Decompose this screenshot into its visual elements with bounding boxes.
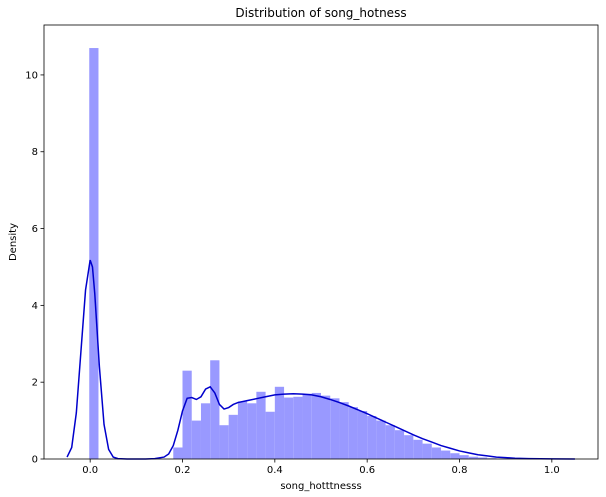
histogram-bar-34	[477, 457, 488, 459]
histogram-bar-33	[468, 456, 478, 459]
histogram-bar-0	[89, 48, 99, 459]
histogram-bar-22	[367, 415, 377, 459]
histogram-bar-18	[330, 398, 340, 459]
y-axis-ticks: 0 2 4 6 8 10	[25, 70, 44, 466]
histogram-bar-23	[376, 420, 386, 459]
histogram-bar-14	[293, 396, 303, 459]
y-tick-label: 2	[32, 378, 38, 389]
histogram-bar-32	[459, 455, 469, 459]
histogram-bar-15	[302, 393, 312, 459]
histogram-bar-26	[404, 435, 414, 459]
x-axis-label: song_hotttnesss	[280, 481, 361, 492]
histogram-bar-31	[450, 453, 460, 459]
histogram-bar-3	[191, 420, 201, 459]
histogram-bar-11	[265, 411, 275, 459]
histogram-bar-2	[182, 370, 192, 459]
y-tick-label: 10	[25, 70, 38, 81]
histogram-bar-16	[311, 392, 321, 459]
histogram-bar-17	[321, 395, 331, 459]
histogram-bar-27	[413, 439, 423, 459]
histogram-bar-10	[256, 391, 266, 459]
histogram-bar-25	[394, 430, 405, 459]
chart-title: Distribution of song_hotness	[235, 6, 406, 20]
x-tick-label: 0.2	[175, 465, 191, 476]
histogram-bar-30	[441, 450, 451, 459]
histogram-bar-1	[173, 447, 183, 459]
histogram-bar-29	[431, 447, 442, 459]
y-tick-label: 0	[32, 455, 38, 466]
x-tick-label: 0.8	[452, 465, 468, 476]
histogram-bars	[89, 48, 506, 459]
x-tick-label: 0.4	[267, 465, 283, 476]
y-tick-label: 8	[32, 147, 38, 158]
histogram-bar-24	[385, 425, 395, 459]
histogram-bar-7	[228, 414, 238, 459]
histogram-bar-13	[284, 397, 294, 459]
x-tick-label: 1.0	[544, 465, 560, 476]
histogram-bar-5	[210, 360, 220, 459]
histogram-bar-8	[237, 401, 248, 459]
histogram-bar-9	[247, 403, 257, 459]
histogram-bar-20	[348, 407, 358, 459]
histogram-bar-4	[200, 403, 211, 459]
histogram-bar-19	[339, 402, 349, 459]
plot-area	[44, 25, 598, 459]
histogram-bar-28	[422, 443, 432, 459]
histogram-bar-6	[219, 425, 229, 459]
x-tick-label: 0.0	[82, 465, 98, 476]
y-tick-label: 6	[32, 224, 38, 235]
plot-frame	[43, 24, 599, 460]
x-axis-ticks: 0.0 0.2 0.4 0.6 0.8 1.0	[82, 459, 560, 476]
x-tick-label: 0.6	[359, 465, 375, 476]
histogram-bar-21	[357, 410, 368, 459]
histogram-bar-12	[274, 386, 285, 459]
y-tick-label: 4	[32, 301, 38, 312]
y-axis-label: Density	[8, 223, 19, 261]
kde-line	[66, 259, 575, 460]
